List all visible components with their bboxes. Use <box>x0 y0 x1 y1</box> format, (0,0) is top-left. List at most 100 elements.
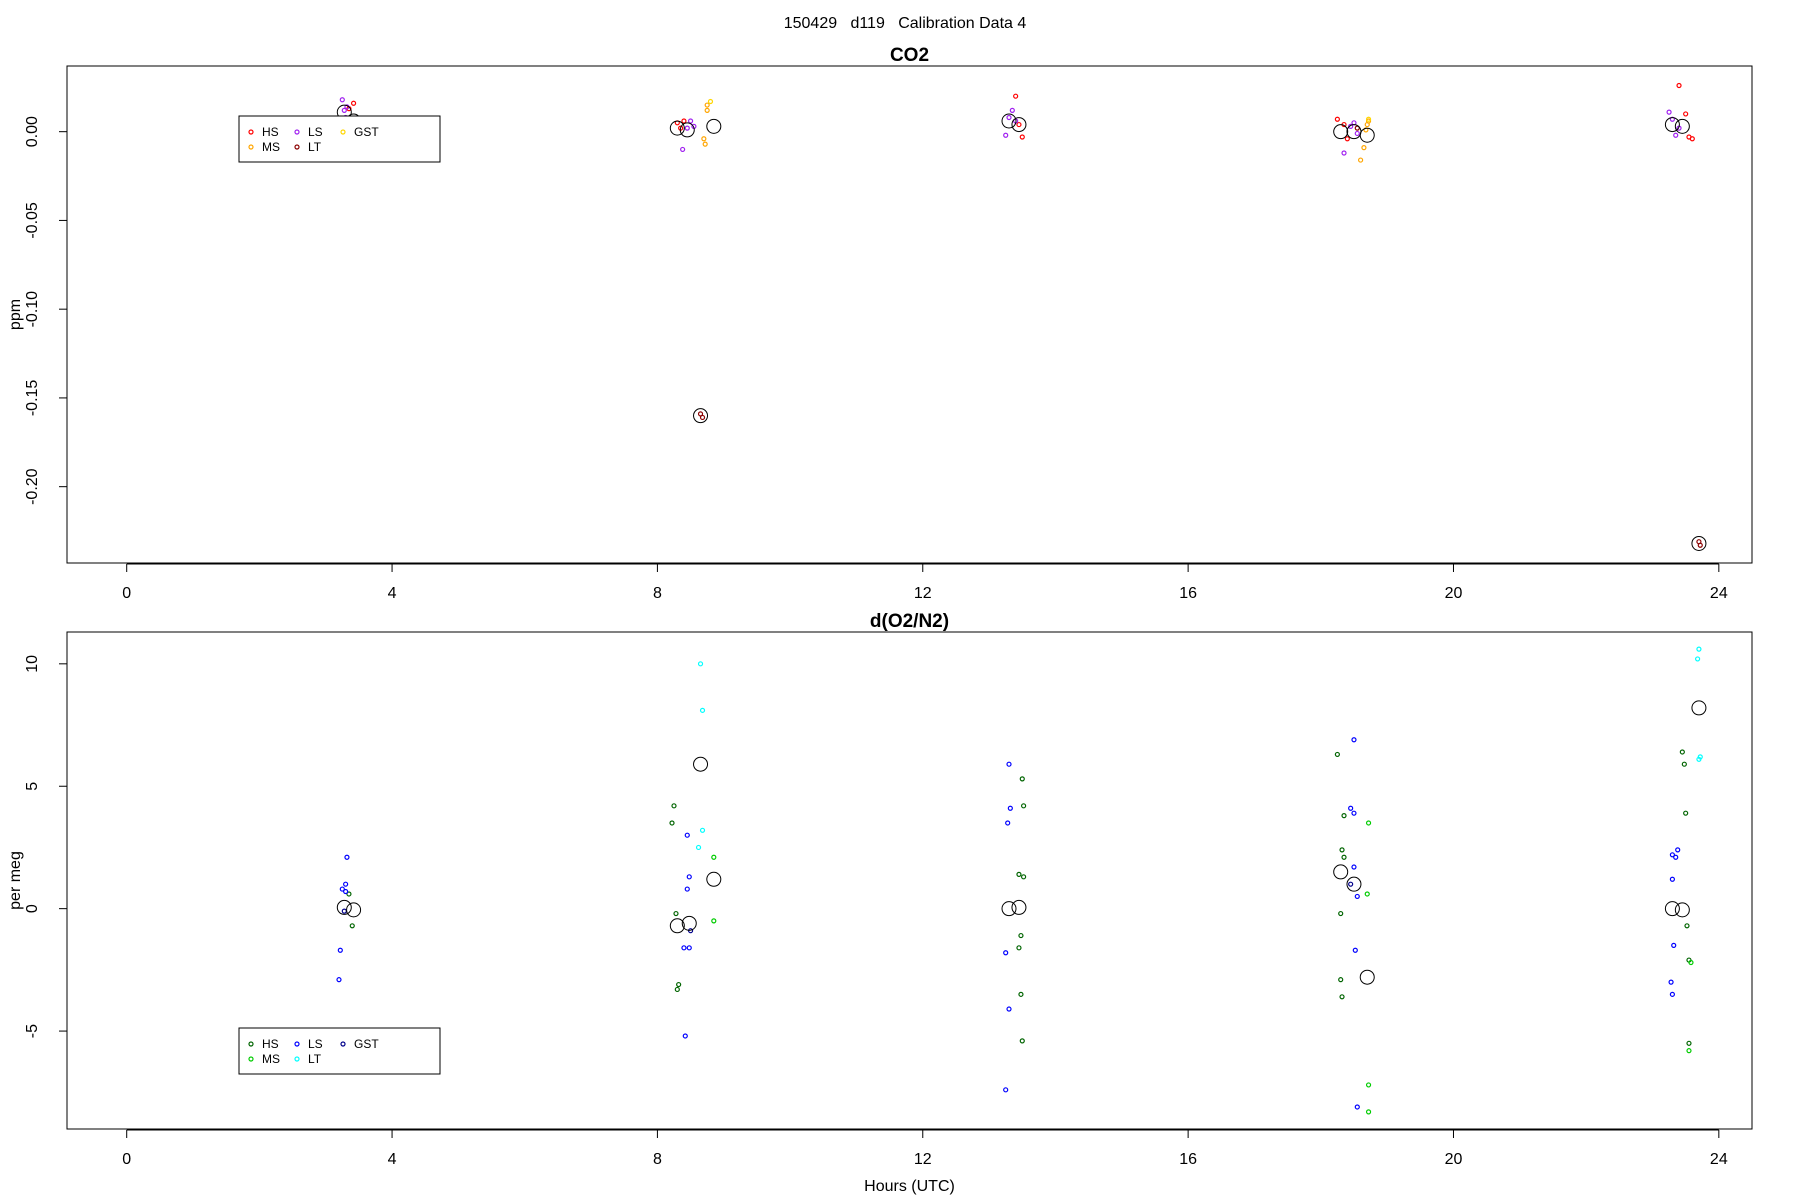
o2n2-data-point <box>1334 751 1340 758</box>
co2-y-tick-label: -0.15 <box>24 380 41 417</box>
o2n2-data-point <box>699 707 706 713</box>
co2-data-point <box>669 120 685 136</box>
co2-data-point <box>704 107 710 113</box>
co2-data-point <box>1697 542 1703 548</box>
co2-data-point <box>1341 150 1347 156</box>
co2-legend-marker <box>248 144 254 150</box>
co2-legend-label: LS <box>308 125 323 139</box>
o2n2-data-point <box>346 902 362 918</box>
co2-data-point <box>680 146 686 153</box>
o2n2-data-point <box>1351 864 1357 870</box>
co2-data-point <box>1359 127 1375 143</box>
o2n2-data-point <box>1365 1109 1372 1115</box>
o2n2-data-point <box>1341 854 1347 860</box>
o2n2-data-point <box>686 945 692 951</box>
o2n2-data-point <box>1354 1104 1360 1110</box>
o2n2-data-point <box>1679 749 1685 755</box>
o2n2-legend-marker <box>248 1041 254 1047</box>
o2n2-x-tick-label: 24 <box>1710 1151 1728 1168</box>
o2n2-data-point <box>1673 854 1679 860</box>
co2-data-point <box>1333 124 1349 140</box>
co2-data-point <box>1009 107 1015 113</box>
co2-series-ms <box>701 102 1372 163</box>
o2n2-data-point <box>1339 847 1345 853</box>
o2n2-data-point <box>1686 1040 1692 1046</box>
co2-data-point <box>1673 132 1679 138</box>
o2n2-panel: d(O2/N2) 0 4 8 12 16 20 24 Hours (UTC) 10 5 0 -5 per … <box>7 611 1753 1195</box>
o2n2-data-point <box>343 888 349 895</box>
o2n2-data-point <box>1696 646 1702 652</box>
o2n2-data-point <box>1003 1087 1009 1093</box>
co2-legend-marker <box>294 129 300 135</box>
co2-x-tick-label: 16 <box>1179 585 1197 602</box>
co2-legend-label: MS <box>262 140 280 154</box>
co2-panel: CO2 0 4 8 12 16 20 24 0.00 -0.05 -0.10 -0.15 -0.20 pp… <box>7 45 1753 602</box>
co2-series-hs <box>346 82 1695 142</box>
co2-data-point <box>707 98 714 105</box>
o2n2-data-point <box>673 910 679 917</box>
co2-data-point <box>1365 118 1372 124</box>
o2n2-data-point <box>1006 761 1012 767</box>
co2-x-tick-label: 8 <box>653 585 662 602</box>
o2n2-data-point <box>1681 761 1687 767</box>
co2-legend-marker <box>248 129 254 135</box>
co2-data-point <box>1676 82 1682 89</box>
co2-legend-label: HS <box>262 125 279 139</box>
co2-y-tick-label: -0.20 <box>24 468 41 505</box>
co2-data-point <box>1683 111 1689 117</box>
o2n2-data-point <box>1006 1006 1012 1012</box>
co2-legend-label: LT <box>308 140 322 154</box>
co2-data-point <box>1689 136 1695 142</box>
o2n2-series-hs <box>346 749 1692 1046</box>
o2n2-data-point <box>1669 876 1675 882</box>
o2n2-legend-label: LS <box>308 1037 323 1051</box>
o2n2-data-point <box>669 918 685 934</box>
o2n2-y-tick-label: 5 <box>24 782 41 791</box>
o2n2-data-point <box>1021 803 1027 809</box>
o2n2-data-point <box>671 803 677 809</box>
co2-data-point <box>1358 157 1364 163</box>
o2n2-y-tick-label: -5 <box>24 1024 41 1038</box>
o2n2-data-point <box>1348 805 1354 811</box>
co2-x-tick-label: 4 <box>388 585 397 602</box>
o2n2-data-point <box>343 881 349 887</box>
co2-y-axis-label: ppm <box>7 299 24 330</box>
o2n2-data-point <box>684 886 690 892</box>
o2n2-data-point <box>706 871 722 887</box>
o2n2-x-tick-label: 4 <box>388 1151 397 1168</box>
o2n2-data-point <box>1021 874 1027 880</box>
o2n2-legend-label: GST <box>354 1037 379 1051</box>
o2n2-data-point <box>695 844 702 851</box>
o2n2-data-point <box>1671 942 1677 948</box>
o2n2-data-point <box>693 756 709 772</box>
co2-data-point <box>1664 117 1680 133</box>
o2n2-data-point <box>1338 977 1344 983</box>
o2n2-x-tick-label: 12 <box>914 1151 932 1168</box>
o2n2-legend-marker <box>340 1041 346 1047</box>
o2n2-data-point <box>1348 881 1354 887</box>
o2n2-legend-marker <box>294 1056 300 1062</box>
o2n2-data-point <box>1365 820 1372 826</box>
o2n2-data-point <box>1019 776 1025 782</box>
co2-y-tick-label: -0.10 <box>24 291 41 328</box>
o2n2-data-point <box>341 908 347 914</box>
co2-data-point <box>1666 109 1672 115</box>
o2n2-data-point <box>1683 810 1689 816</box>
o2n2-data-point <box>686 874 692 880</box>
co2-y-tick-label: -0.05 <box>24 202 41 239</box>
o2n2-data-point <box>669 820 675 826</box>
co2-series-gst <box>707 98 1372 122</box>
o2n2-data-point <box>1341 813 1347 819</box>
co2-data-point <box>1365 116 1372 122</box>
co2-chart-title: CO2 <box>890 45 929 66</box>
o2n2-x-tick-label: 0 <box>122 1151 131 1168</box>
o2n2-data-point <box>349 923 355 929</box>
co2-x-tick-label: 24 <box>1710 585 1728 602</box>
o2n2-series-gst <box>341 881 1354 934</box>
o2n2-data-point <box>697 661 704 667</box>
o2n2-data-point <box>337 947 343 953</box>
o2n2-x-tick-label: 8 <box>653 1151 662 1168</box>
co2-data-point <box>1674 118 1690 134</box>
